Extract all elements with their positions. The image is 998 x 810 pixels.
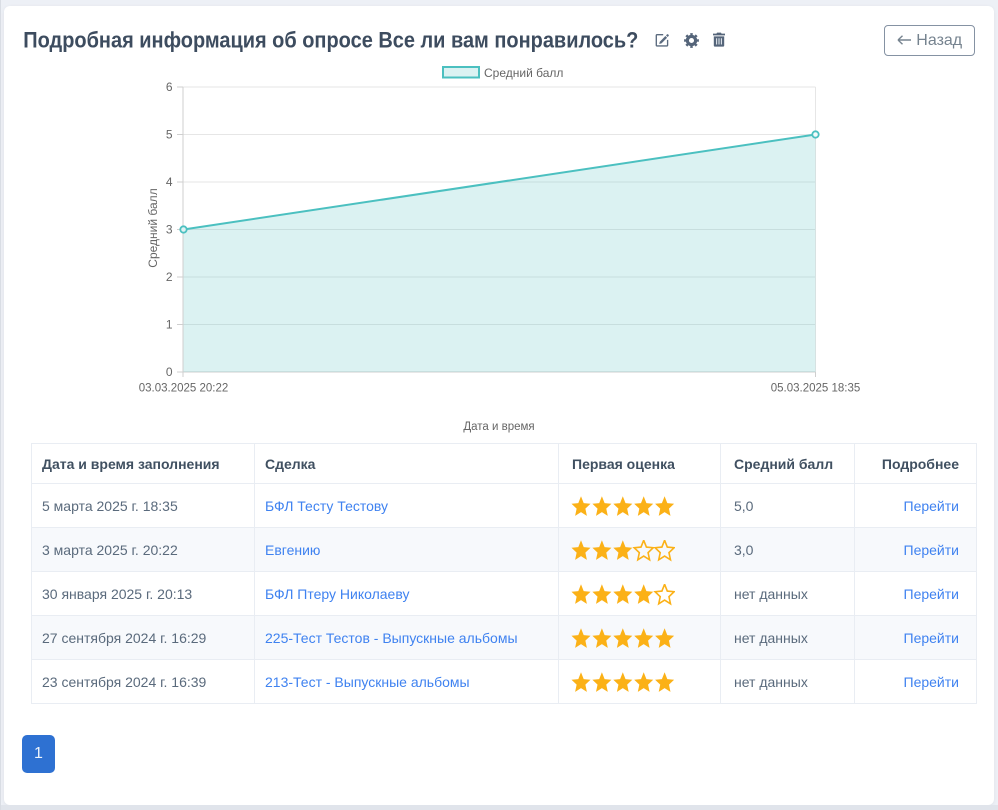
svg-text:03.03.2025 20:22: 03.03.2025 20:22 <box>139 383 229 395</box>
svg-text:6: 6 <box>166 80 173 94</box>
svg-text:Средний балл: Средний балл <box>484 66 563 80</box>
svg-text:3: 3 <box>166 223 173 237</box>
svg-text:Подробная информация об опросе: Подробная информация об опросе Все ли ва… <box>23 29 638 53</box>
svg-text:2: 2 <box>166 270 173 284</box>
svg-text:05.03.2025 18:35: 05.03.2025 18:35 <box>771 383 861 395</box>
svg-text:4: 4 <box>166 175 173 189</box>
svg-text:1: 1 <box>166 318 173 332</box>
svg-text:Средний балл: Средний балл <box>146 188 160 267</box>
svg-text:Дата и время: Дата и время <box>463 421 534 433</box>
svg-text:5: 5 <box>166 128 173 142</box>
svg-text:0: 0 <box>166 365 173 379</box>
